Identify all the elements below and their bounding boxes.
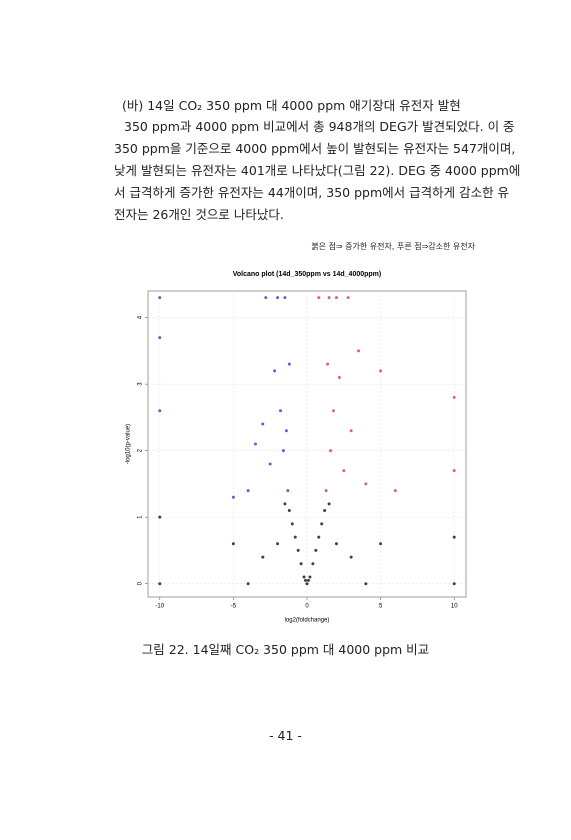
point: [253, 442, 257, 446]
point: [452, 469, 456, 473]
point: [283, 296, 287, 300]
point: [314, 548, 318, 552]
point: [452, 535, 456, 539]
y-tick-label: 3: [138, 382, 144, 386]
paragraph-line: 낮게 발현되는 유전자는 401개로 나타났다(그림 22). DEG 중 40…: [114, 163, 521, 178]
point: [349, 555, 353, 559]
point: [299, 562, 303, 566]
point: [276, 542, 280, 546]
figure-note: 붉은 점⇒ 증가한 유전자, 푸른 점⇒감소한 유전자: [311, 242, 475, 251]
point: [286, 489, 290, 493]
point: [379, 542, 383, 546]
point: [261, 555, 265, 559]
point: [342, 469, 346, 473]
point: [281, 449, 285, 453]
point: [311, 562, 315, 566]
point: [327, 502, 331, 506]
point: [334, 296, 338, 300]
paragraph-line: 350 ppm과 4000 ppm 비교에서 총 948개의 DEG가 발견되었…: [124, 119, 515, 134]
point: [349, 429, 353, 433]
point: [357, 349, 361, 353]
x-tick-label: 0: [305, 604, 309, 610]
point: [158, 336, 162, 340]
point: [379, 369, 383, 373]
y-tick-label: 0: [138, 581, 144, 585]
point: [296, 548, 300, 552]
point: [290, 522, 294, 526]
point: [283, 502, 287, 506]
point: [293, 535, 297, 539]
page-number: - 41 -: [269, 728, 302, 743]
point: [337, 375, 341, 379]
point: [287, 509, 291, 513]
y-axis-label: -log10(p-value): [126, 424, 132, 464]
point: [276, 296, 280, 300]
paragraph-line: 350 ppm을 기준으로 4000 ppm에서 높이 발현되는 유전자는 54…: [114, 141, 516, 156]
point: [364, 582, 368, 586]
point: [158, 296, 162, 300]
paragraph-line: 전자는 26개인 것으로 나타났다.: [114, 207, 284, 222]
paragraph-line: 서 급격하게 증가한 유전자는 44개이며, 350 ppm에서 급격하게 감소…: [114, 185, 510, 200]
point: [324, 489, 328, 493]
point: [329, 449, 333, 453]
point: [284, 429, 288, 433]
section-heading: (바) 14일 CO₂ 350 ppm 대 4000 ppm 애기장대 유전자 …: [122, 98, 461, 113]
point: [317, 535, 321, 539]
point: [452, 395, 456, 399]
point: [231, 542, 235, 546]
point: [320, 522, 324, 526]
point: [323, 509, 327, 513]
point: [317, 296, 321, 300]
point: [308, 575, 312, 579]
point: [326, 362, 330, 366]
point: [231, 495, 235, 499]
point: [327, 296, 331, 300]
point: [264, 296, 268, 300]
x-tick-label: -10: [155, 604, 164, 610]
point: [346, 296, 350, 300]
point: [268, 462, 272, 466]
x-tick-label: -5: [231, 604, 237, 610]
y-tick-label: 4: [138, 315, 144, 319]
y-tick-label: 2: [138, 448, 144, 452]
x-axis-label: log2(foldchange): [285, 618, 330, 624]
point: [302, 575, 306, 579]
point: [452, 582, 456, 586]
point: [393, 489, 397, 493]
point: [306, 578, 310, 582]
point: [246, 582, 250, 586]
point: [279, 409, 282, 413]
point: [304, 578, 308, 582]
figure-caption: 그림 22. 14일째 CO₂ 350 ppm 대 4000 ppm 비교: [141, 642, 430, 657]
point: [332, 409, 335, 413]
point: [158, 582, 162, 586]
x-tick-label: 5: [379, 604, 383, 610]
point: [246, 489, 250, 493]
point: [334, 542, 338, 546]
y-tick-label: 1: [138, 515, 144, 519]
chart-title: Volcano plot (14d_350ppm vs 14d_4000ppm): [233, 271, 381, 278]
point: [364, 482, 368, 486]
point: [261, 422, 265, 426]
point: [158, 409, 162, 413]
point: [158, 515, 162, 519]
point: [273, 369, 277, 373]
x-tick-label: 10: [451, 604, 458, 610]
point: [287, 362, 291, 366]
point: [305, 582, 309, 586]
